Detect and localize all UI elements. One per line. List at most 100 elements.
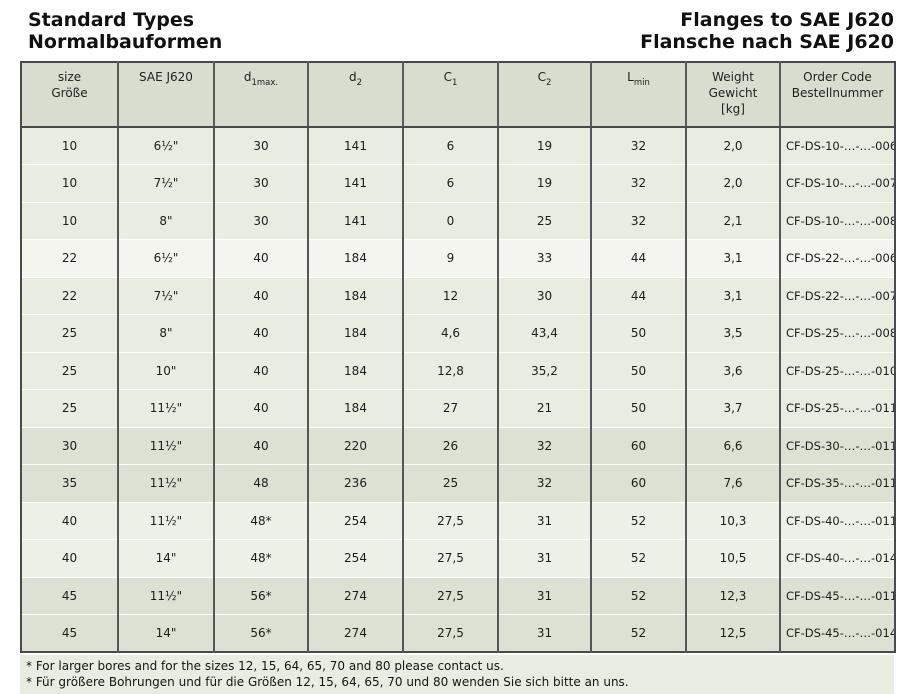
cell-sae: 8" [117, 314, 214, 352]
header-symbol: L [627, 70, 634, 84]
cell-l: 52 [590, 501, 686, 540]
header-line: Order Code [803, 70, 872, 84]
cell-l: 32 [590, 201, 686, 240]
cell-code: CF-DS-45-…-…-014 [779, 614, 895, 652]
cell-c1: 27,5 [402, 576, 498, 615]
cell-d2: 141 [307, 164, 403, 202]
cell-l: 52 [590, 614, 686, 652]
cell-l: 50 [590, 389, 686, 427]
cell-d2: 236 [307, 464, 403, 502]
cell-c2: 35,2 [497, 351, 591, 390]
cell-size: 22 [21, 276, 118, 315]
table-row: 10 6½" 30 141 6 19 32 2,0 CF-DS-10-…-…-006 [21, 127, 895, 165]
header-line: Bestellnummer [791, 86, 884, 100]
cell-sae: 11½" [117, 389, 214, 427]
cell-wt: 3,1 [685, 276, 780, 315]
cell-d2: 184 [307, 389, 403, 427]
cell-d1: 40 [213, 314, 308, 352]
cell-l: 50 [590, 351, 686, 390]
cell-code: CF-DS-10-…-…-007 [779, 164, 895, 202]
cell-c2: 43,4 [497, 314, 591, 352]
cell-code: CF-DS-35-…-…-011 [779, 464, 895, 502]
cell-sae: 14" [117, 539, 214, 577]
cell-d2: 254 [307, 501, 403, 540]
cell-sae: 11½" [117, 501, 214, 540]
cell-code: CF-DS-30-…-…-011 [779, 426, 895, 465]
cell-wt: 3,5 [685, 314, 780, 352]
cell-sae: 10" [117, 351, 214, 390]
header-subscript: min [633, 78, 650, 88]
column-header-c2: C2 [497, 62, 591, 128]
table-row: 10 8" 30 141 0 25 32 2,1 CF-DS-10-…-…-008 [21, 201, 895, 240]
flange-dimensions-table: size Größe SAE J620 d1max. d2 C1 C2 Lmin Weight G… [20, 61, 896, 653]
cell-code: CF-DS-45-…-…-011 [779, 576, 895, 615]
table-row: 10 7½" 30 141 6 19 32 2,0 CF-DS-10-…-…-007 [21, 164, 895, 202]
cell-code: CF-DS-22-…-…-007 [779, 276, 895, 315]
header-subscript: 2 [356, 78, 363, 88]
header-symbol: C [443, 70, 452, 84]
cell-sae: 6½" [117, 127, 214, 165]
cell-d2: 254 [307, 539, 403, 577]
column-header-c1: C1 [402, 62, 498, 128]
cell-d1: 48 [213, 464, 308, 502]
cell-wt: 3,7 [685, 389, 780, 427]
table-row: 25 11½" 40 184 27 21 50 3,7 CF-DS-25-…-…-011 [21, 389, 895, 427]
cell-d2: 274 [307, 576, 403, 615]
cell-c2: 19 [497, 127, 591, 165]
cell-sae: 11½" [117, 576, 214, 615]
cell-d1: 30 [213, 127, 308, 165]
cell-c1: 0 [402, 201, 498, 240]
header-subscript: 2 [545, 78, 552, 88]
cell-d1: 30 [213, 201, 308, 240]
cell-sae: 8" [117, 201, 214, 240]
cell-wt: 12,5 [685, 614, 780, 652]
cell-l: 60 [590, 464, 686, 502]
table-row: 35 11½" 48 236 25 32 60 7,6 CF-DS-35-…-…-011 [21, 464, 895, 502]
cell-size: 25 [21, 389, 118, 427]
table-row: 25 8" 40 184 4,6 43,4 50 3,5 CF-DS-25-…-…-008 [21, 314, 895, 352]
header-line: Größe [51, 86, 88, 100]
table-row: 40 11½" 48* 254 27,5 31 52 10,3 CF-DS-40-…-…-011 [21, 501, 895, 540]
page-title-en: Standard Types [28, 9, 195, 31]
page-subtitle-en: Flanges to SAE J620 [680, 9, 894, 31]
table-row: 25 10" 40 184 12,8 35,2 50 3,6 CF-DS-25-…-…-010 [21, 351, 895, 390]
cell-c2: 19 [497, 164, 591, 202]
header-line: [kg] [721, 102, 745, 116]
cell-wt: 7,6 [685, 464, 780, 502]
column-header-size: size Größe [21, 62, 118, 128]
cell-c1: 26 [402, 426, 498, 465]
cell-wt: 2,0 [685, 164, 780, 202]
cell-wt: 10,5 [685, 539, 780, 577]
cell-sae: 7½" [117, 164, 214, 202]
header-symbol: d [243, 70, 252, 84]
cell-c1: 27,5 [402, 501, 498, 540]
cell-c1: 25 [402, 464, 498, 502]
cell-code: CF-DS-22-…-…-006 [779, 239, 895, 277]
cell-code: CF-DS-10-…-…-006 [779, 127, 895, 165]
cell-d2: 184 [307, 351, 403, 390]
cell-d1: 40 [213, 276, 308, 315]
header-line: SAE J620 [139, 70, 193, 84]
cell-size: 25 [21, 351, 118, 390]
footnotes: * For larger bores and for the sizes 12,… [20, 655, 894, 694]
column-header-code: Order Code Bestellnummer [779, 62, 895, 128]
cell-c1: 6 [402, 127, 498, 165]
cell-size: 35 [21, 464, 118, 502]
footnote-de: * Für größere Bohrungen und für die Größ… [26, 675, 629, 689]
cell-d1: 40 [213, 239, 308, 277]
cell-size: 30 [21, 426, 118, 465]
cell-size: 45 [21, 614, 118, 652]
cell-d1: 40 [213, 426, 308, 465]
cell-d2: 220 [307, 426, 403, 465]
cell-wt: 3,6 [685, 351, 780, 390]
cell-d2: 141 [307, 127, 403, 165]
column-header-sae: SAE J620 [117, 62, 214, 128]
cell-c2: 25 [497, 201, 591, 240]
cell-d2: 184 [307, 239, 403, 277]
cell-c2: 21 [497, 389, 591, 427]
header-row: size Größe SAE J620 d1max. d2 C1 C2 Lmin Weight G… [21, 62, 895, 128]
column-header-wt: Weight Gewicht [kg] [685, 62, 780, 128]
column-header-d1: d1max. [213, 62, 308, 128]
cell-l: 52 [590, 576, 686, 615]
